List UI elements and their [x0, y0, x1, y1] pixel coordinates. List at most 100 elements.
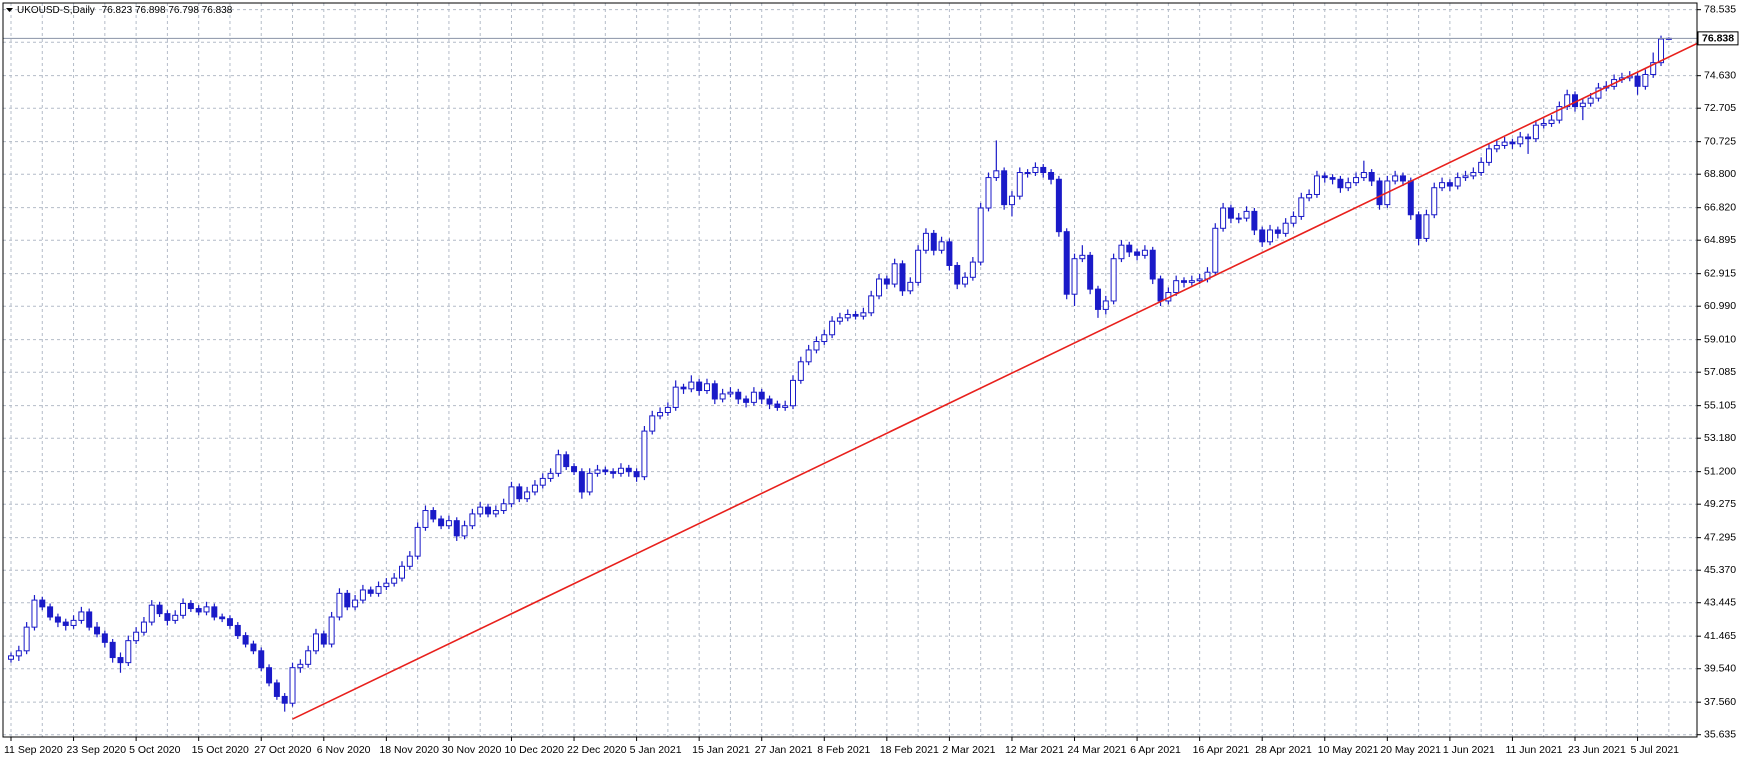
- x-tick-label: 2 Mar 2021: [942, 744, 995, 756]
- y-tick-label: 70.725: [1704, 135, 1736, 147]
- candle-body: [125, 640, 132, 664]
- candle-body: [962, 276, 969, 285]
- candle-body: [594, 469, 601, 474]
- grid: [3, 3, 1697, 737]
- candle-body: [438, 518, 445, 527]
- candle-body: [15, 650, 22, 657]
- candle-body: [766, 398, 773, 405]
- candle-body: [8, 655, 14, 660]
- y-tick-label: 45.370: [1704, 564, 1736, 576]
- x-tick-label: 5 Jul 2021: [1631, 744, 1680, 756]
- candle-body: [1235, 217, 1242, 220]
- candle-body: [891, 263, 898, 285]
- candle-body: [219, 616, 226, 620]
- x-tick-label: 5 Jan 2021: [630, 744, 682, 756]
- candle-body: [1212, 227, 1219, 273]
- candle-body: [524, 491, 531, 500]
- candle-body: [844, 313, 851, 319]
- candle-body: [516, 486, 523, 500]
- candle-body: [938, 241, 945, 251]
- candle-body: [641, 430, 648, 478]
- candle-body: [1407, 180, 1414, 216]
- candle-body: [1313, 175, 1320, 195]
- candle-body: [1274, 229, 1281, 234]
- candle-body: [1134, 251, 1141, 256]
- candle-body: [281, 695, 288, 704]
- axes: 78.53576.61074.63072.70570.72568.80066.8…: [4, 3, 1739, 756]
- candle-body: [273, 682, 280, 697]
- candle-body: [399, 565, 405, 579]
- candle-body: [711, 383, 718, 400]
- candle-body: [531, 484, 538, 493]
- x-tick-label: 20 May 2021: [1380, 744, 1441, 756]
- candle-body: [187, 602, 194, 610]
- candle-body: [1353, 177, 1360, 184]
- menu-arrow[interactable]: [6, 8, 13, 12]
- y-tick-label: 47.295: [1704, 531, 1736, 543]
- candle-body: [195, 608, 202, 613]
- candle-body: [344, 592, 351, 608]
- candle-body: [743, 398, 750, 403]
- candle-body: [813, 341, 820, 351]
- candle-body: [1376, 180, 1383, 206]
- x-tick-label: 24 Mar 2021: [1068, 744, 1127, 756]
- candle-body: [1532, 124, 1539, 140]
- y-tick-label: 60.990: [1704, 300, 1736, 312]
- plot-frame: [2, 2, 1698, 738]
- candle-body: [1485, 148, 1492, 163]
- candle-body: [70, 619, 77, 626]
- candle-body: [1345, 182, 1352, 189]
- candle-body: [383, 582, 390, 588]
- candle-body: [1392, 175, 1399, 182]
- x-tick-label: 28 Apr 2021: [1255, 744, 1312, 756]
- candle-body: [1008, 195, 1015, 206]
- y-tick-label: 39.540: [1704, 663, 1736, 675]
- candle-body: [1196, 278, 1203, 282]
- candle-body: [719, 393, 726, 400]
- candle-body: [1439, 182, 1446, 189]
- candle-body: [508, 486, 515, 505]
- y-tick-label: 59.010: [1704, 333, 1736, 345]
- candle-body: [1658, 38, 1665, 64]
- candle-body: [250, 643, 257, 652]
- x-tick-label: 6 Apr 2021: [1130, 744, 1181, 756]
- candle-body: [1650, 62, 1657, 75]
- high-value: 76.898: [135, 5, 166, 16]
- y-tick-label: 62.915: [1704, 267, 1736, 279]
- candle-body: [39, 599, 46, 608]
- x-tick-label: 11 Sep 2020: [4, 744, 63, 756]
- candle-body: [1267, 229, 1274, 243]
- candle-body: [94, 626, 101, 635]
- candle-body: [23, 626, 30, 652]
- candle-body: [1642, 73, 1649, 87]
- candle-body: [672, 386, 679, 408]
- candle-body: [1282, 222, 1289, 234]
- candle-body: [571, 466, 578, 473]
- x-tick-label: 15 Oct 2020: [192, 744, 249, 756]
- candle-body: [782, 405, 789, 408]
- candle-body: [1188, 280, 1195, 283]
- candle-body: [375, 586, 382, 594]
- close-value: 76.838: [202, 5, 233, 16]
- candle-body: [1587, 97, 1594, 104]
- x-tick-label: 12 Mar 2021: [1005, 744, 1064, 756]
- candle-body: [1548, 119, 1555, 125]
- candle-body: [1032, 166, 1039, 174]
- candle-body: [1087, 254, 1094, 290]
- x-tick-label: 6 Nov 2020: [317, 744, 371, 756]
- candle-body: [1454, 177, 1461, 187]
- candle-body: [1595, 87, 1602, 99]
- x-tick-label: 23 Sep 2020: [67, 744, 127, 756]
- candle-body: [485, 506, 492, 515]
- candle-body: [586, 472, 593, 493]
- candle-body: [469, 513, 476, 527]
- candle-body: [1181, 280, 1187, 283]
- candle-body: [602, 469, 609, 473]
- x-tick-label: 23 Jun 2021: [1568, 744, 1626, 756]
- y-tick-label: 55.105: [1704, 399, 1736, 411]
- candle-body: [367, 589, 374, 594]
- candle-body: [54, 616, 61, 623]
- candle-body: [1259, 229, 1266, 243]
- y-tick-label: 66.820: [1704, 201, 1736, 213]
